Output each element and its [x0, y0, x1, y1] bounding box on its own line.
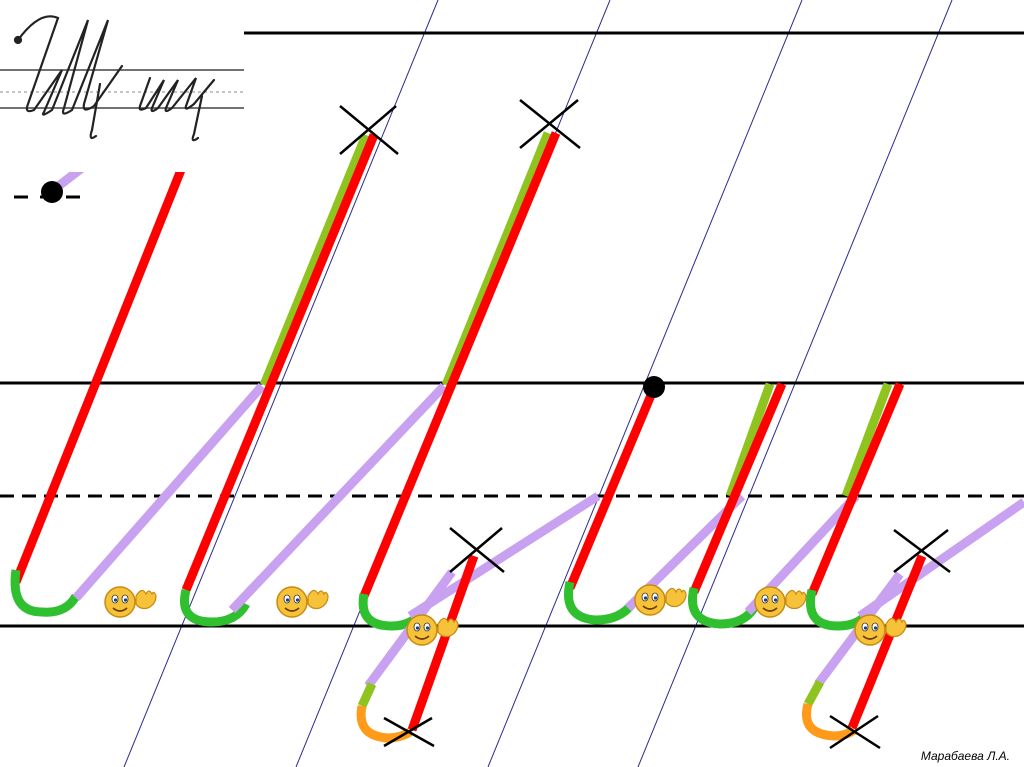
smiley-waving-icon: [406, 614, 459, 646]
tail-loop: [802, 702, 857, 741]
smiley-waving-icon: [634, 584, 687, 616]
capital-letter: [10, 106, 601, 743]
tail-loop: [356, 705, 413, 743]
overlay-upstroke: [725, 382, 775, 498]
down-stroke: [181, 133, 379, 592]
descender-overlay: [357, 682, 377, 708]
bottom-loop: [180, 588, 250, 627]
cross-mark-icon: [339, 105, 399, 155]
connector-stroke: [407, 492, 601, 620]
overlay-upstroke: [259, 133, 371, 387]
start-dot-icon: [41, 181, 63, 203]
bottom-loop: [688, 586, 758, 629]
smiley-waving-icon: [854, 614, 907, 646]
start-dot-icon: [643, 376, 665, 398]
smiley-waving-icon: [754, 586, 807, 618]
cursive-sample-shch-image: [0, 0, 244, 172]
smiley-waving-icon: [104, 586, 157, 618]
cross-mark-icon: [519, 99, 581, 149]
connector-stroke: [72, 383, 266, 601]
bottom-loop: [564, 581, 636, 625]
bottom-loop: [10, 569, 80, 617]
overlay-upstroke: [441, 131, 553, 387]
connector-stroke: [228, 382, 448, 614]
cross-mark-icon: [449, 527, 505, 573]
author-credit: Марабаева Л.А.: [920, 749, 1010, 763]
overlay-upstroke: [841, 382, 893, 498]
smiley-waving-icon: [276, 586, 329, 618]
down-stroke: [565, 386, 659, 590]
descender-overlay: [804, 679, 824, 707]
descender-stroke: [847, 554, 927, 730]
lowercase-letter: [564, 382, 1024, 741]
cross-mark-icon: [829, 714, 881, 750]
down-stroke: [359, 131, 561, 598]
descender-stroke: [407, 554, 479, 732]
down-stroke: [689, 382, 787, 594]
down-stroke: [11, 133, 200, 584]
cross-mark-icon: [893, 529, 951, 573]
down-stroke: [807, 382, 905, 596]
cross-mark-icon: [383, 716, 435, 748]
